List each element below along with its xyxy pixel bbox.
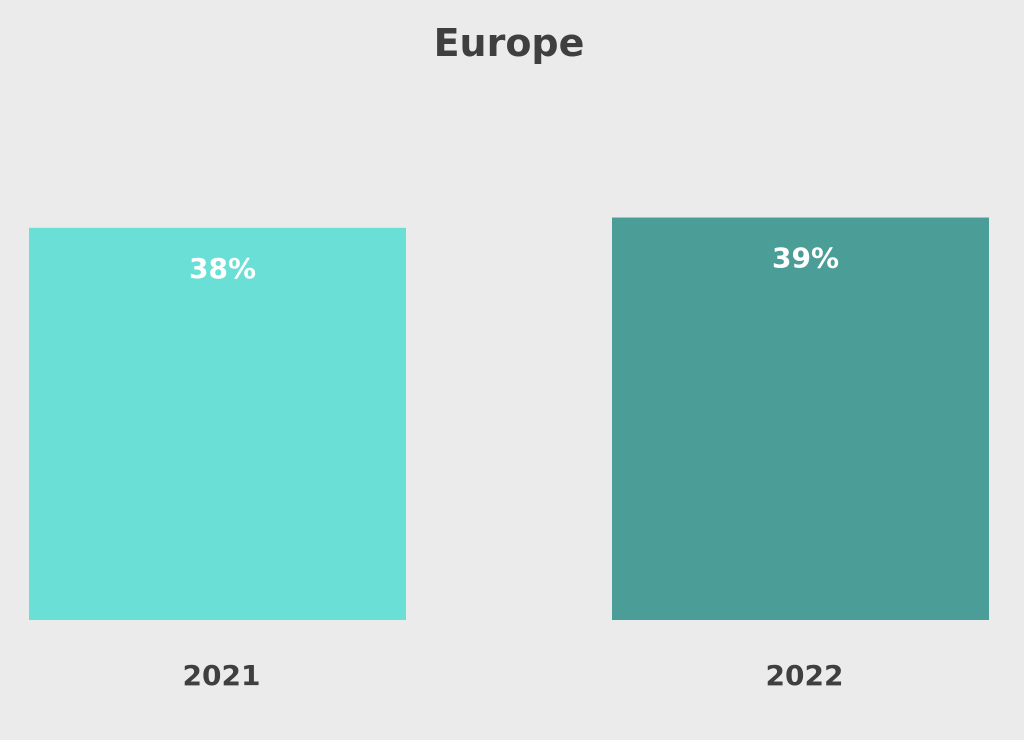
x-axis-ticks: 2021 2022 xyxy=(183,659,844,692)
x-tick-label-2021: 2021 xyxy=(183,659,261,692)
chart-title: Europe xyxy=(434,21,585,65)
bar-2022 xyxy=(612,217,989,620)
x-tick-label-2022: 2022 xyxy=(766,659,844,692)
data-label-2021: 38% xyxy=(189,252,256,285)
bars-layer xyxy=(29,217,989,620)
data-label-2022: 39% xyxy=(772,242,839,275)
bar-2021 xyxy=(29,227,406,620)
data-labels-layer: 38% 39% xyxy=(189,242,839,285)
